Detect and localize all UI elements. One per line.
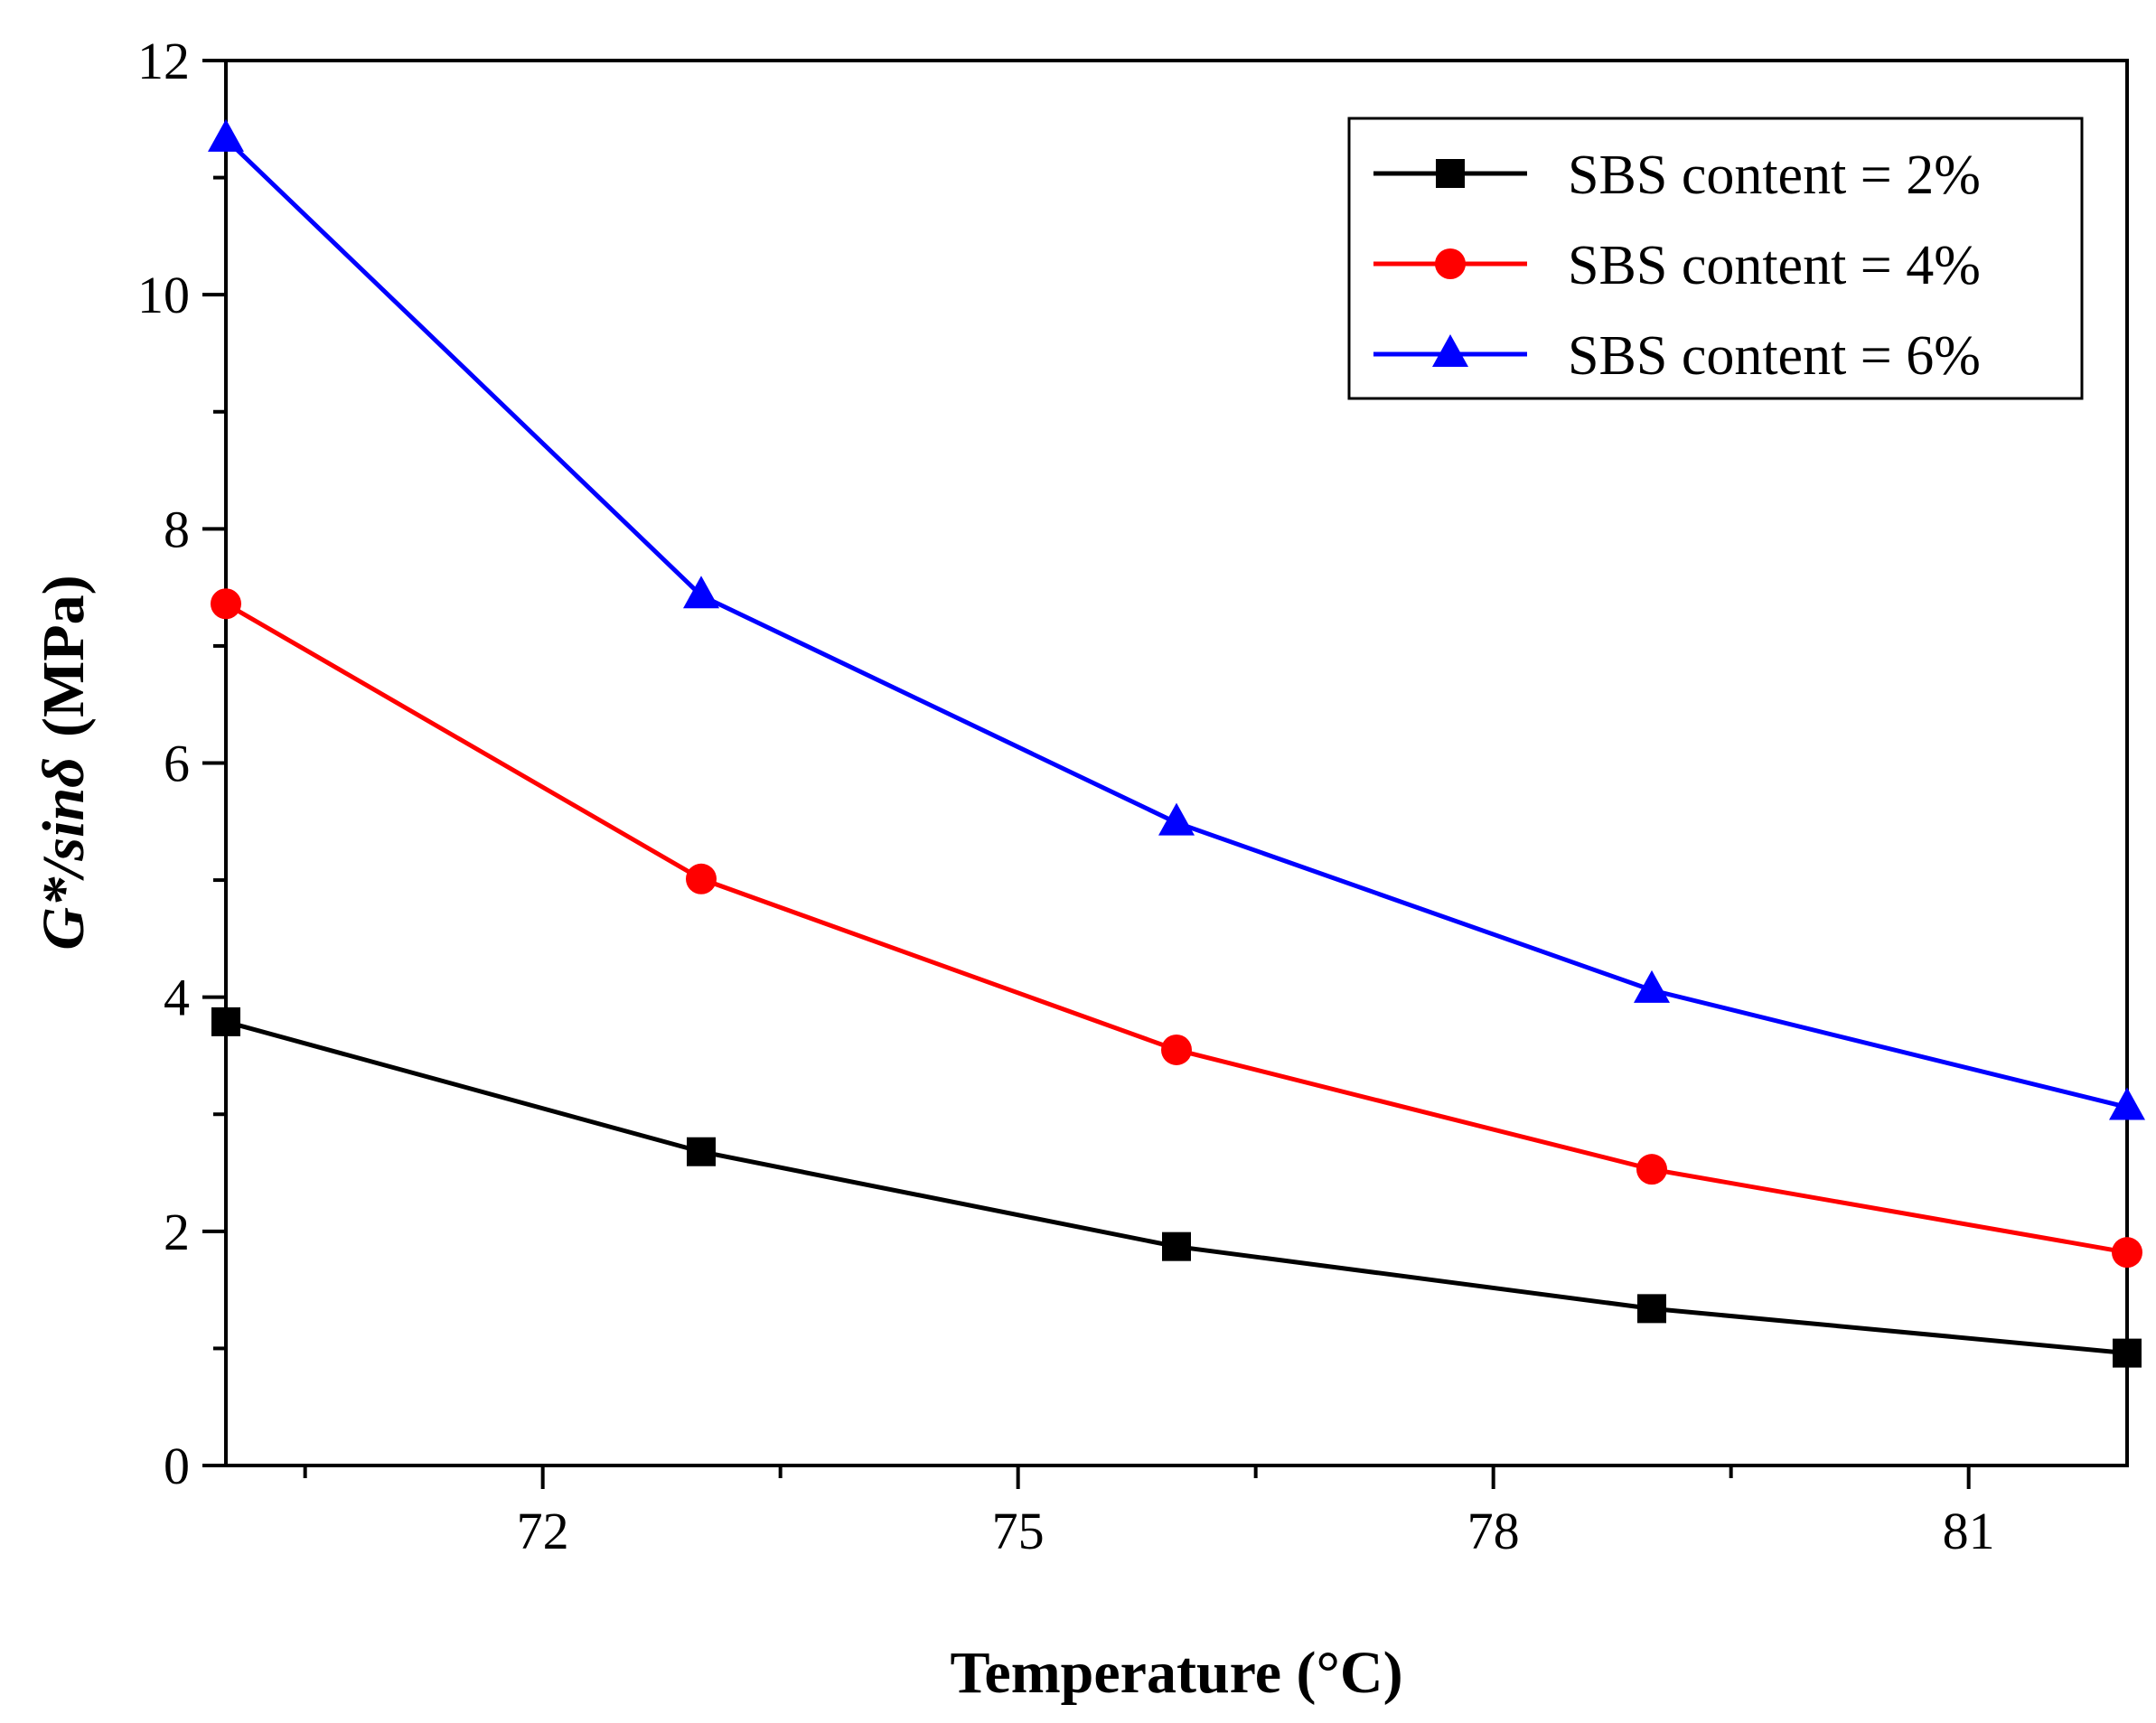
- series-3-point-2: [1158, 802, 1195, 836]
- series-1-point-4: [2113, 1338, 2142, 1368]
- legend-label-3: SBS content = 6%: [1568, 325, 1981, 387]
- series-1-point-3: [1637, 1294, 1666, 1324]
- y-tick-label-6: 12: [137, 32, 190, 90]
- series-1-point-2: [1162, 1231, 1191, 1261]
- series-1-point-1: [687, 1137, 716, 1166]
- y-tick-label-3: 6: [164, 735, 190, 793]
- series-layer: [208, 118, 2145, 1368]
- legend-label-2: SBS content = 4%: [1568, 235, 1981, 296]
- legend-entry-3: SBS content = 6%: [1373, 325, 1981, 387]
- x-axis-title: Temperature (°C): [950, 1640, 1402, 1706]
- legend-marker-2: [1435, 248, 1466, 279]
- y-tick-label-1: 2: [164, 1203, 190, 1261]
- y-tick-label-0: 0: [164, 1437, 190, 1495]
- legend-entry-1: SBS content = 2%: [1373, 145, 1981, 206]
- legend-marker-1: [1436, 159, 1465, 188]
- series-3-point-1: [683, 576, 719, 609]
- series-3: [208, 118, 2145, 1120]
- series-3-point-4: [2109, 1087, 2145, 1120]
- y-axis-title-main: G*/sin: [31, 788, 97, 950]
- series-2: [211, 588, 2142, 1269]
- series-3-point-0: [208, 118, 244, 152]
- y-tick-label-2: 4: [164, 969, 190, 1027]
- series-2-point-2: [1161, 1034, 1192, 1065]
- series-2-line: [224, 602, 2128, 1255]
- legend-marker-3: [1432, 334, 1468, 367]
- legend-box: [1347, 117, 2084, 400]
- series-1-point-0: [211, 1007, 240, 1036]
- y-axis-title-unit: (MPa): [31, 575, 97, 737]
- series-2-point-1: [686, 863, 717, 894]
- x-tick-label-0: 72: [517, 1502, 569, 1560]
- series-2-point-0: [211, 588, 241, 620]
- y-axis-title: G*/sinδ (MPa): [31, 575, 97, 950]
- legend: SBS content = 2% SBS content = 4% SBS cont…: [1347, 117, 2084, 400]
- series-3-point-3: [1634, 969, 1670, 1003]
- y-tick-label-4: 8: [164, 500, 190, 558]
- legend-entry-2: SBS content = 4%: [1373, 235, 1981, 296]
- y-tick-label-5: 10: [137, 266, 190, 324]
- series-1-line: [225, 1019, 2128, 1356]
- legend-label-1: SBS content = 2%: [1568, 145, 1981, 206]
- x-tick-label-2: 78: [1467, 1502, 1520, 1560]
- x-tick-label-1: 75: [992, 1502, 1045, 1560]
- series-2-point-4: [2112, 1237, 2142, 1269]
- series-2-point-3: [1636, 1154, 1667, 1185]
- y-axis-title-symbol: δ: [31, 757, 97, 788]
- series-1: [211, 1007, 2142, 1368]
- x-tick-label-3: 81: [1943, 1502, 1995, 1560]
